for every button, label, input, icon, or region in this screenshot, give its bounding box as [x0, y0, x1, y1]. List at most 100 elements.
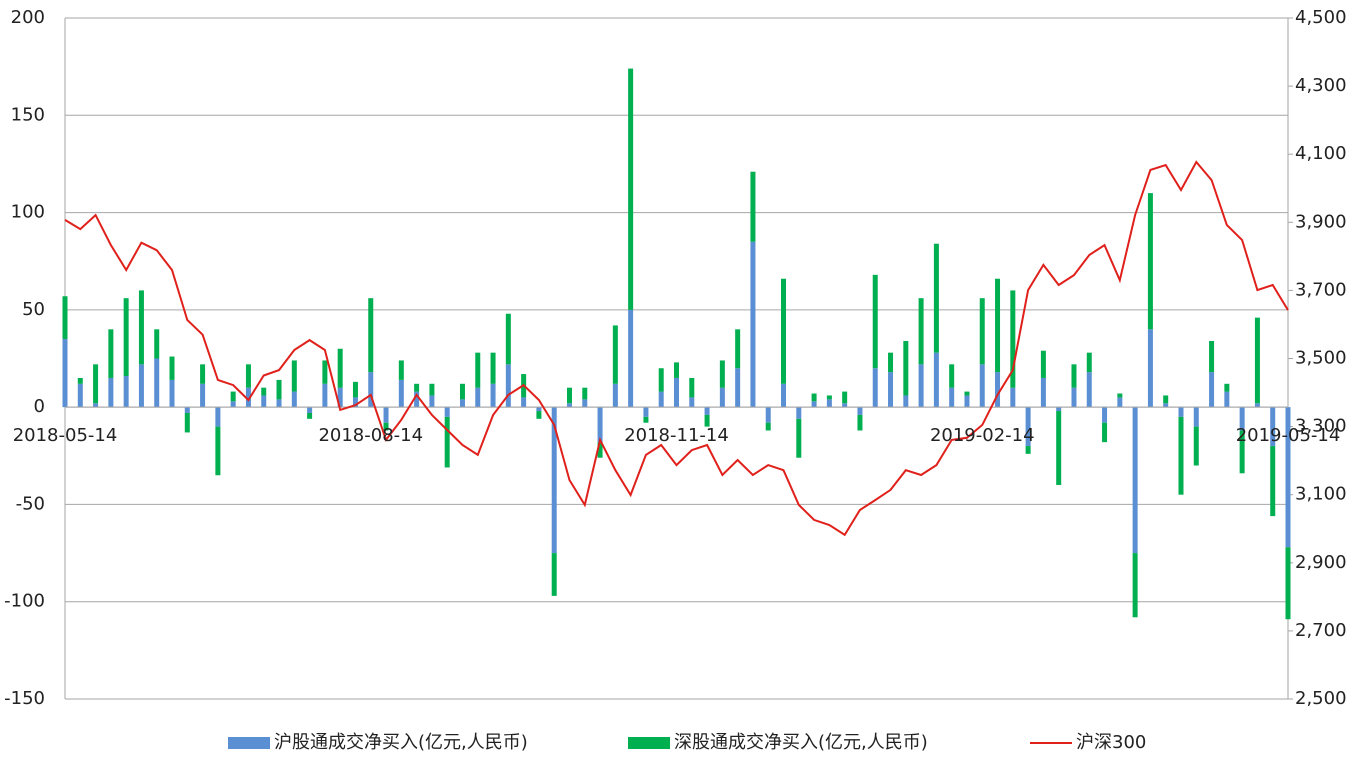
bar: [1132, 407, 1138, 554]
bar: [1132, 553, 1138, 618]
bar: [582, 399, 588, 408]
bar: [490, 383, 496, 408]
bar: [551, 407, 557, 554]
bar: [459, 399, 465, 408]
y-tick-label: -50: [16, 493, 45, 514]
bar: [490, 352, 496, 384]
y2-tick-label: 2,700: [1295, 620, 1347, 641]
bar: [444, 407, 450, 417]
bar: [1193, 426, 1199, 466]
bar: [322, 383, 328, 408]
bar: [123, 376, 129, 408]
legend-label: 沪股通成交净买入(亿元,人民币): [274, 732, 528, 753]
bar: [826, 395, 832, 400]
bar: [1040, 350, 1046, 378]
legend-swatch: [228, 737, 270, 749]
bar: [276, 379, 282, 400]
bar: [643, 416, 649, 423]
y-tick-label: -100: [4, 591, 45, 612]
bar: [169, 356, 175, 380]
bar: [215, 426, 221, 476]
y-tick-label: 0: [34, 396, 45, 417]
bar: [1254, 403, 1260, 408]
bar: [964, 395, 970, 408]
bar: [1209, 340, 1215, 373]
bar: [261, 395, 267, 408]
bar: [352, 397, 358, 408]
bar: [704, 414, 710, 427]
bar: [230, 401, 236, 408]
bar: [964, 391, 970, 396]
bar: [108, 329, 114, 378]
y2-tick-label: 2,900: [1295, 552, 1347, 573]
bar: [352, 381, 358, 398]
bar: [154, 358, 160, 408]
bar: [536, 407, 542, 412]
bar: [1178, 407, 1184, 417]
bar: [765, 407, 771, 423]
bar: [888, 352, 894, 373]
y-tick-label: -150: [4, 688, 45, 709]
bar: [689, 377, 695, 398]
bar: [1056, 407, 1062, 412]
bar: [230, 391, 236, 402]
bar: [184, 412, 190, 433]
bar: [77, 383, 83, 408]
bar: [796, 418, 802, 458]
bar: [842, 403, 848, 408]
bar: [138, 290, 144, 365]
bar: [245, 387, 251, 408]
x-tick-label: 2019-05-14: [1236, 425, 1341, 446]
bar: [750, 171, 756, 242]
bar: [459, 383, 465, 400]
bar: [612, 383, 618, 408]
bar: [903, 340, 909, 396]
bar: [1163, 403, 1169, 408]
bar: [1193, 407, 1199, 427]
bar: [597, 407, 603, 443]
line: [64, 160, 1289, 537]
bar: [1071, 364, 1077, 388]
y-tick-label: 200: [11, 7, 45, 28]
bar: [337, 348, 343, 388]
bar: [888, 372, 894, 408]
bar: [918, 364, 924, 408]
bar: [1270, 446, 1276, 517]
bar: [505, 364, 511, 408]
x-tick-label: 2018-05-14: [13, 425, 118, 446]
bar: [62, 339, 68, 408]
bar: [628, 309, 634, 408]
bar: [765, 422, 771, 431]
bar: [414, 383, 420, 392]
bar: [276, 399, 282, 408]
bar: [918, 298, 924, 365]
bar: [811, 401, 817, 408]
legend-label: 沪深300: [1076, 732, 1146, 753]
bar: [261, 387, 267, 396]
bar: [307, 412, 313, 419]
bar: [337, 387, 343, 408]
bar: [995, 278, 1001, 373]
bar: [597, 442, 603, 458]
bar: [521, 397, 527, 408]
bar: [1285, 547, 1291, 620]
y2-tick-label: 3,700: [1295, 279, 1347, 300]
bar: [979, 298, 985, 365]
bar: [949, 387, 955, 408]
bar: [398, 379, 404, 408]
bar: [291, 391, 297, 408]
bar: [1086, 372, 1092, 408]
bar: [383, 407, 389, 423]
bar: [1117, 393, 1123, 398]
y2-tick-label: 4,300: [1295, 75, 1347, 96]
bar: [658, 368, 664, 392]
bar: [215, 407, 221, 427]
bar: [108, 377, 114, 408]
bar: [1239, 407, 1245, 431]
bar: [93, 403, 99, 408]
x-tick-label: 2018-08-14: [318, 425, 423, 446]
bar: [674, 362, 679, 378]
bar: [979, 364, 985, 408]
bar: [1209, 372, 1215, 408]
